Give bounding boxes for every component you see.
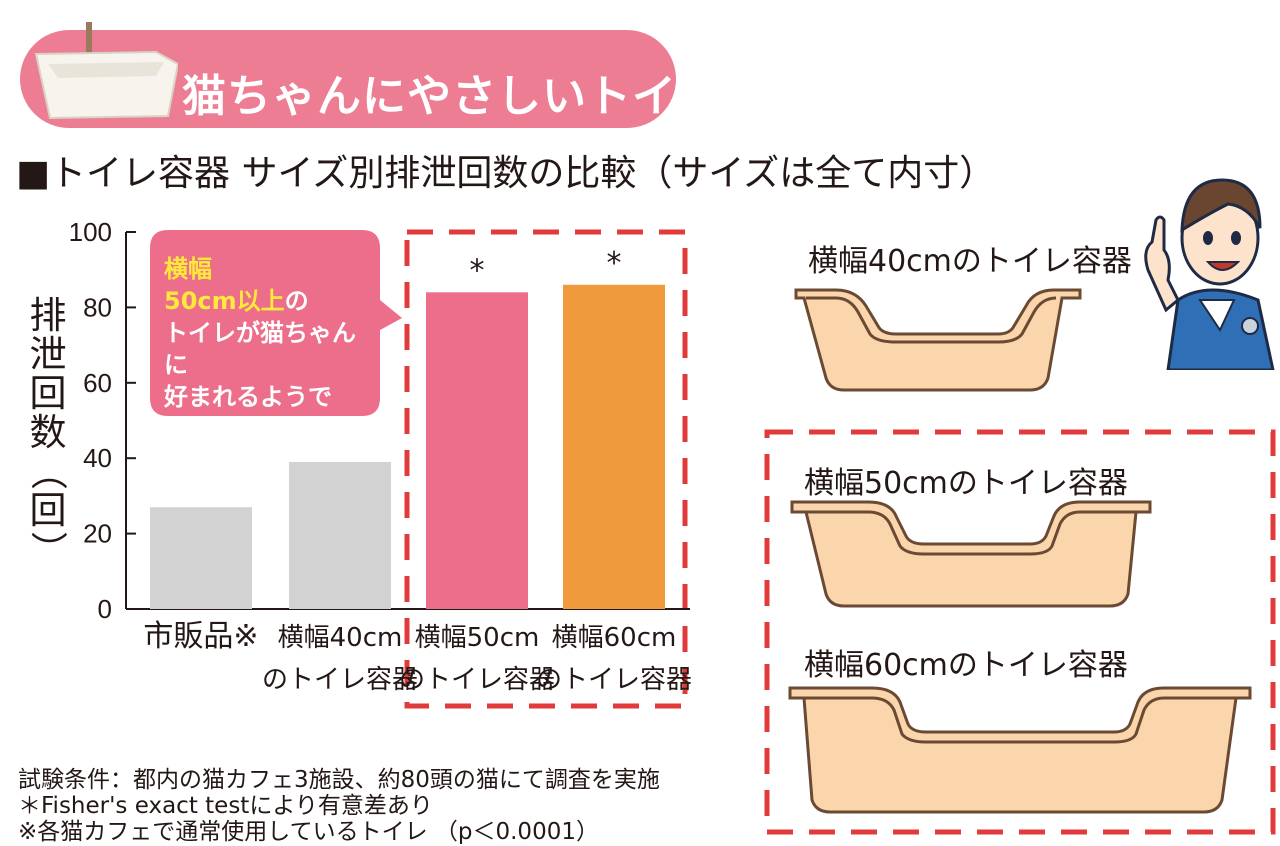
callout-line2-suffix: の <box>284 287 309 315</box>
commercial-note: ※各猫カフェで通常使用しているトイレ （p＜0.0001） <box>18 819 599 845</box>
tray-60cm-illustration <box>788 686 1252 814</box>
bar <box>289 461 391 609</box>
x-category-label: 横幅60cm <box>552 623 677 653</box>
callout-line4: 好まれるようです。 <box>164 383 332 443</box>
banner-title: 猫ちゃんにやさしいトイレ <box>182 71 722 122</box>
y-tick-label: 80 <box>83 292 112 322</box>
y-tick-label: 60 <box>83 368 112 398</box>
highlight-frame-right <box>764 429 1276 835</box>
x-category-label: のトイレ容器 <box>262 665 418 695</box>
x-category-label: 横幅50cm <box>415 623 540 653</box>
y-axis-char: 排 <box>29 294 67 337</box>
bar <box>426 292 528 609</box>
y-axis-char: 回 <box>29 372 67 415</box>
significance-marker: * <box>607 246 622 281</box>
scoop-handle <box>86 22 92 72</box>
callout-line2: 50cm以上の <box>164 285 369 317</box>
pointing-hand-icon <box>1144 215 1180 313</box>
tray-40cm-illustration <box>794 288 1082 392</box>
doctor-mouth <box>1205 261 1241 271</box>
x-category-label: 市販品※ <box>143 619 258 654</box>
callout-bubble <box>150 230 402 416</box>
y-axis-char: 泄 <box>29 333 67 376</box>
x-category-label: のトイレ容器 <box>399 665 555 695</box>
stethoscope-icon <box>1241 317 1259 335</box>
tray-50cm-label: 横幅50cmのトイレ容器 <box>804 466 1128 501</box>
significance-marker: * <box>470 253 485 288</box>
significance-note: ＊Fisher's exact testにより有意差あり <box>18 793 433 819</box>
doctor-illustration <box>1144 178 1275 370</box>
tray-60cm-label: 横幅60cmのトイレ容器 <box>804 648 1128 683</box>
highlight-frame-chart <box>404 229 688 709</box>
y-tick-label: 100 <box>69 217 112 247</box>
callout-line2-highlight: 50cm以上 <box>164 287 285 315</box>
doctor-eye-right <box>1231 231 1241 245</box>
tray-40cm-label: 横幅40cmのトイレ容器 <box>808 244 1132 279</box>
callout-line1: 横幅 <box>164 255 212 283</box>
tray-inner <box>48 62 164 78</box>
bar <box>563 284 665 609</box>
y-axis-char: 数 <box>29 411 67 454</box>
y-tick-label: 20 <box>83 519 112 549</box>
x-category-label: 横幅40cm <box>278 623 403 653</box>
callout-line3: トイレが猫ちゃんに <box>164 319 356 379</box>
test-conditions-note: 試験条件：都内の猫カフェ3施設、約80頭の猫にて調査を実施 <box>18 767 660 793</box>
y-axis-char: 回 <box>29 489 67 532</box>
bar <box>150 507 252 609</box>
y-tick-label: 40 <box>83 443 112 473</box>
y-tick-label: 0 <box>98 594 112 624</box>
y-axis-title: 排 泄 回 数 （ 回 ） <box>27 294 70 569</box>
doctor-eye-left <box>1203 231 1213 245</box>
doctor-collar <box>1198 299 1236 333</box>
callout-text: 横幅 50cm以上の トイレが猫ちゃんに 好まれるようです。 <box>164 253 369 445</box>
chart-subtitle: ■トイレ容器 サイズ別排泄回数の比較（サイズは全て内寸） <box>16 153 996 194</box>
litter-box-photo <box>34 22 178 120</box>
tray-50cm-illustration <box>790 500 1152 608</box>
doctor-hair <box>1180 178 1262 233</box>
x-category-label: のトイレ容器 <box>536 665 692 695</box>
